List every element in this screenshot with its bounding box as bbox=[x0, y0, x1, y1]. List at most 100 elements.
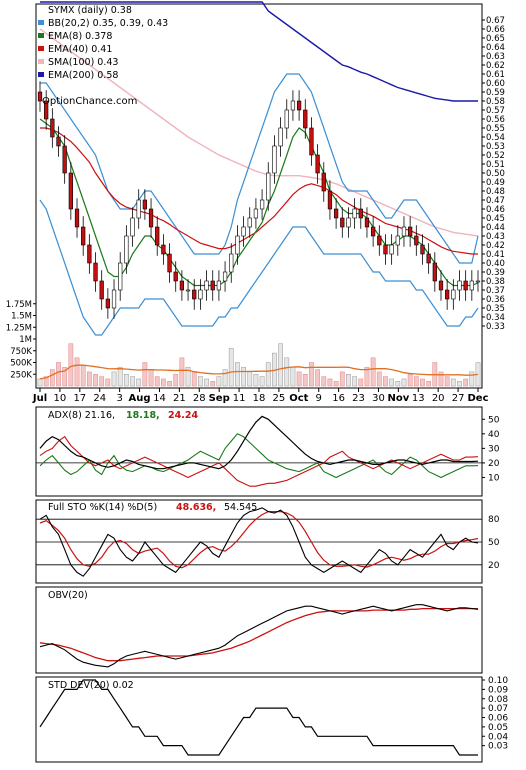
sto-y-tick-label: 50 bbox=[488, 538, 500, 548]
candle-body bbox=[451, 289, 456, 300]
candle-body bbox=[87, 244, 92, 264]
price-y-tick-label: 0.50 bbox=[486, 169, 505, 179]
volume-bar bbox=[241, 366, 246, 387]
candle-body bbox=[155, 226, 160, 246]
x-tick-label: 14 bbox=[153, 393, 166, 404]
price-y-tick-label: 0.42 bbox=[486, 241, 505, 251]
candle-body bbox=[148, 208, 154, 228]
x-tick-label: 24 bbox=[93, 393, 106, 404]
x-tick-label: 28 bbox=[193, 393, 206, 404]
candle-body bbox=[37, 91, 43, 102]
volume-bar bbox=[210, 381, 216, 387]
legend-swatch bbox=[38, 20, 44, 25]
volume-bar bbox=[62, 366, 68, 387]
candle-body bbox=[235, 235, 240, 255]
candle-body bbox=[99, 280, 104, 300]
volume-bar bbox=[253, 374, 259, 387]
candle-body bbox=[266, 172, 271, 201]
candle-body bbox=[432, 262, 437, 282]
x-tick-label: 27 bbox=[452, 393, 465, 404]
volume-bar bbox=[395, 381, 401, 387]
candle-body bbox=[111, 289, 117, 309]
candle-body bbox=[272, 145, 277, 174]
volume-bar bbox=[457, 381, 462, 387]
price-y-tick-label: 0.34 bbox=[486, 313, 505, 323]
volume-bar bbox=[290, 366, 296, 387]
volume-bar bbox=[148, 369, 154, 387]
price-y-tick-label: 0.64 bbox=[486, 43, 505, 53]
candle-body bbox=[438, 280, 444, 291]
volume-bar bbox=[463, 378, 469, 387]
candle-body bbox=[81, 226, 86, 246]
panel-frame-2 bbox=[35, 499, 483, 584]
adx-y-tick-label: 10 bbox=[488, 473, 500, 483]
std-y-tick-label: 0.04 bbox=[488, 732, 508, 742]
price-y-tick-label: 0.47 bbox=[486, 196, 505, 206]
candle-body bbox=[463, 280, 468, 291]
candle-body bbox=[408, 226, 413, 237]
volume-bar bbox=[302, 374, 308, 387]
std-y-tick-label: 0.06 bbox=[488, 714, 508, 724]
candle-body bbox=[192, 289, 197, 300]
price-y-tick-label: 0.58 bbox=[486, 97, 505, 107]
volume-bar bbox=[315, 369, 320, 387]
candle-body bbox=[457, 280, 462, 291]
x-tick-label: 16 bbox=[332, 393, 345, 404]
candle-body bbox=[333, 208, 339, 219]
volume-bar bbox=[86, 371, 92, 387]
volume-bar bbox=[426, 381, 432, 387]
candle-body bbox=[130, 217, 135, 237]
price-y-tick-label: 0.56 bbox=[486, 115, 505, 125]
candle-body bbox=[445, 289, 450, 300]
volume-bar bbox=[346, 374, 351, 387]
price-y-tick-label: 0.51 bbox=[486, 160, 505, 170]
volume-average-line bbox=[39, 364, 479, 380]
volume-bar bbox=[469, 371, 475, 387]
candle-body bbox=[204, 280, 209, 291]
candle-body bbox=[401, 226, 407, 237]
x-tick-label: 17 bbox=[73, 393, 86, 404]
volume-bar bbox=[383, 376, 388, 387]
price-y-tick-label: 0.53 bbox=[486, 142, 505, 152]
candle-body bbox=[118, 262, 123, 291]
price-y-tick-label: 0.45 bbox=[486, 214, 505, 224]
std-y-tick-label: 0.08 bbox=[488, 695, 508, 705]
candle-body bbox=[105, 298, 110, 309]
candle-body bbox=[74, 208, 80, 228]
volume-bar bbox=[49, 369, 55, 387]
std-y-tick-label: 0.10 bbox=[488, 676, 508, 686]
volume-bar bbox=[370, 357, 376, 387]
candle-body bbox=[383, 244, 388, 255]
sto-k-line bbox=[39, 507, 479, 577]
candle-body bbox=[142, 199, 147, 210]
sto-y-tick-label: 80 bbox=[488, 515, 500, 525]
x-tick-label: 25 bbox=[273, 393, 286, 404]
volume-bar bbox=[130, 376, 135, 387]
volume-bar bbox=[376, 371, 382, 387]
sto-d-line bbox=[39, 511, 479, 569]
volume-y-tick-label: 1.25M bbox=[6, 323, 32, 333]
candle-body bbox=[185, 289, 191, 292]
price-y-tick-label: 0.36 bbox=[486, 295, 505, 305]
volume-bar bbox=[80, 364, 86, 387]
volume-bar bbox=[407, 374, 413, 387]
volume-bar bbox=[142, 362, 148, 387]
price-y-tick-label: 0.54 bbox=[486, 133, 505, 143]
candle-body bbox=[136, 199, 141, 219]
candle-body bbox=[395, 235, 400, 246]
x-tick-label: 13 bbox=[412, 393, 425, 404]
volume-y-tick-label: 250K bbox=[10, 370, 32, 380]
std-dev-line bbox=[39, 679, 478, 756]
candle-body bbox=[340, 217, 345, 228]
volume-bar bbox=[123, 374, 129, 387]
candle-body bbox=[284, 109, 289, 129]
candle-body bbox=[371, 226, 376, 237]
candle-body bbox=[358, 208, 363, 219]
volume-bar bbox=[154, 376, 160, 387]
legend-swatch bbox=[38, 72, 44, 77]
volume-bar bbox=[389, 378, 395, 387]
candle-body bbox=[241, 226, 246, 237]
volume-bar bbox=[105, 378, 111, 387]
